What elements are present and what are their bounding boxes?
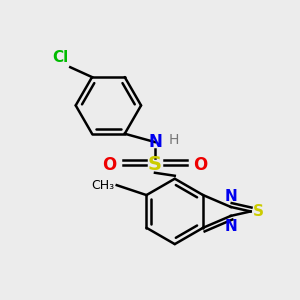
Text: N: N bbox=[148, 133, 162, 151]
Text: O: O bbox=[194, 156, 208, 174]
Text: S: S bbox=[148, 155, 162, 174]
Text: Cl: Cl bbox=[52, 50, 68, 65]
Text: CH₃: CH₃ bbox=[92, 179, 115, 192]
Text: H: H bbox=[169, 133, 179, 147]
Text: O: O bbox=[102, 156, 116, 174]
Text: N: N bbox=[224, 189, 237, 204]
Text: S: S bbox=[253, 204, 264, 219]
Text: N: N bbox=[224, 219, 237, 234]
